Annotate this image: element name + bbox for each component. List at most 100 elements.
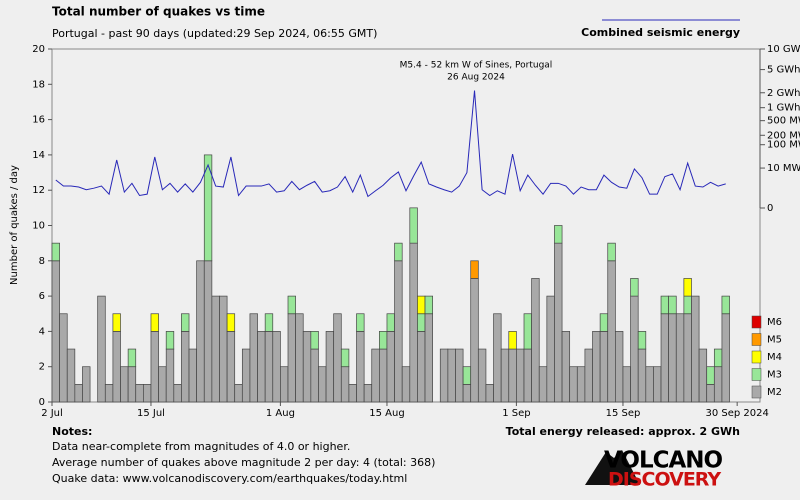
bar-segment [310,348,319,403]
x-tick-label: 30 Sep 2024 [705,408,768,419]
bar-segment [622,366,631,403]
bar-segment [630,295,639,403]
bar-segment [675,313,685,403]
bar-segment [417,331,426,403]
legend-swatch [751,350,762,364]
bar-segment [127,348,137,368]
bar-segment [287,313,296,403]
bar-segment [165,331,175,350]
bar-segment [51,242,60,262]
bar-segment [417,313,426,332]
bar-segment [394,242,403,262]
y-tick-label: 16 [32,115,45,126]
bar-segment [379,348,388,403]
bar-segment [424,295,433,315]
bar-segment [203,154,213,262]
bar-segment [470,278,479,403]
y2-tick-label: 1 GWh [767,103,800,114]
legend-label: M6 [767,317,782,328]
bar-segment [576,366,586,403]
x-tick-label: 15 Jul [137,408,165,419]
x-tick-label: 1 Sep [502,408,530,419]
bar-segment [523,348,532,403]
note: Quake data: www.volcanodiscovery.com/ear… [52,472,407,485]
bar-segment [386,313,395,332]
legend-swatch [751,385,762,399]
bar-segment [713,348,723,368]
y-tick-label: 18 [32,79,45,90]
y2-tick-label: 500 MWh [767,116,800,127]
bar-segment [554,242,563,403]
bar-segment [135,384,144,403]
legend-label: M2 [767,387,782,398]
bar-segment [462,384,472,403]
bar-segment [386,331,395,403]
bar-segment [485,384,494,403]
bar-segment [721,295,730,315]
bar-segment [508,331,517,350]
bar-segment [97,295,106,403]
note: Data near-complete from magnitudes of 4.… [52,440,350,453]
bar-segment [546,295,555,403]
bar-segment [257,331,266,403]
legend-label: M5 [767,335,782,346]
bar-segment [439,348,449,403]
x-tick-label: 1 Aug [266,408,295,419]
energy-line [55,90,726,198]
bar-segment [264,313,274,332]
bar-segment [523,313,532,350]
x-tick-label: 2 Jul [41,408,63,419]
bar-segment [295,313,304,403]
y-axis-label: Number of quakes / day [9,165,20,285]
bar-segment [477,348,487,403]
bar-segment [150,331,159,403]
y2-tick-label: 100 MWh [767,140,800,151]
legend-swatch [751,333,762,346]
bar-segment [599,331,609,403]
bar-segment [310,331,319,350]
bar-segment [82,366,91,403]
logo-text: DISCOVERY [608,469,721,491]
bar-segment [241,348,251,403]
bar-segment [249,313,258,403]
bar-segment [379,331,388,350]
bar-segment [455,348,464,403]
bar-segment [226,313,236,332]
bar-segment [637,348,647,403]
total-energy: Total energy released: approx. 2 GWh [506,425,740,438]
bar-segment [653,366,662,403]
chart-subtitle: Portugal - past 90 days (updated:29 Sep … [52,27,377,40]
bar-segment [356,331,365,403]
y2-tick-label: 5 GWh [767,65,800,76]
legend-swatch [751,315,762,329]
bar-segment [683,278,692,297]
y-tick-label: 20 [32,44,45,55]
bar-segment [615,331,624,403]
bar-segment [538,366,548,403]
bar-segment [318,366,327,403]
bar-segment [181,313,190,332]
bar-segment [280,366,289,403]
bar-segment [668,313,677,403]
bar-segment [531,278,540,403]
y-tick-label: 12 [32,185,45,196]
bar-segment [158,366,167,403]
logo-text: VOLCANO [604,448,723,474]
bar-segment [721,313,730,403]
bar-segment [592,331,601,403]
legend-label: M4 [767,352,782,363]
bar-segment [645,366,654,403]
bar-segment [203,260,213,403]
y-tick-label: 0 [39,397,45,408]
bar-segment [173,384,182,403]
bar-segment [713,366,723,403]
y-tick-label: 2 [39,362,45,373]
bar-segment [340,366,350,403]
bar-segment [371,348,380,403]
bar-segment [340,348,350,368]
bar-segment [683,313,692,403]
bar-segment [127,366,137,403]
bar-segment [188,348,197,403]
bar-segment [668,295,677,315]
bar-segment [660,313,669,403]
